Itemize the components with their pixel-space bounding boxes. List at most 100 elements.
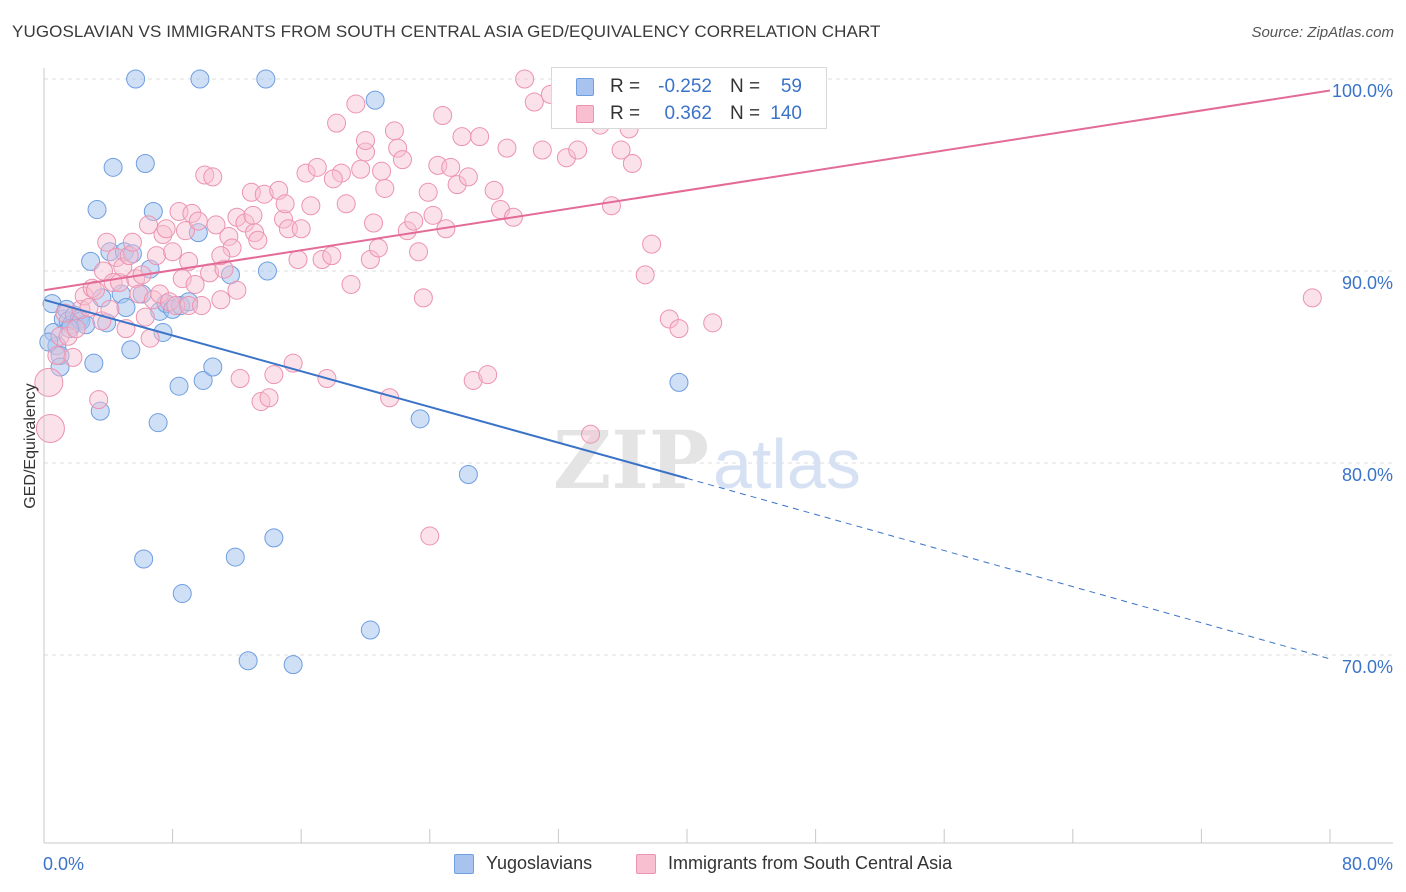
yugoslavian-point — [60, 319, 80, 339]
yugoslavian-trendline-extension — [686, 477, 1331, 660]
legend-swatch-blue — [576, 78, 594, 96]
r-label: R = — [610, 103, 641, 124]
immigrant-point — [392, 150, 412, 170]
immigrant-trendline — [43, 89, 1331, 292]
yugoslavian-point — [87, 200, 107, 220]
legend-swatch-blue — [454, 854, 474, 874]
immigrant-point — [248, 230, 268, 250]
immigrant-point — [85, 280, 105, 300]
yugoslavian-point — [365, 90, 385, 110]
y-axis-label: GED/Equivalency — [22, 383, 39, 509]
stats-legend-row-immigrants: R = 0.362 N = 140 — [552, 101, 826, 127]
yugoslavian-point — [103, 157, 123, 177]
n-value: 140 — [770, 103, 802, 124]
immigrant-point — [351, 159, 371, 179]
immigrant-point — [336, 194, 356, 214]
immigrant-point — [368, 238, 388, 258]
yugoslavian-point — [257, 261, 277, 281]
legend-swatch-pink — [636, 854, 656, 874]
immigrant-point — [532, 140, 552, 160]
immigrant-point — [356, 130, 375, 150]
immigrant-point — [1302, 288, 1322, 308]
immigrant-point — [327, 113, 347, 133]
immigrant-point — [129, 284, 149, 304]
n-value: 59 — [780, 76, 802, 97]
immigrant-point — [622, 153, 642, 173]
immigrant-point — [478, 365, 498, 385]
immigrant-point — [447, 175, 467, 195]
chart-title: YUGOSLAVIAN VS IMMIGRANTS FROM SOUTH CEN… — [12, 22, 881, 41]
immigrant-point — [58, 326, 78, 346]
series-legend: Yugoslavians Immigrants from South Centr… — [0, 852, 1406, 876]
immigrant-point — [275, 194, 295, 214]
immigrant-point — [458, 167, 478, 187]
immigrant-point — [409, 242, 429, 262]
y-axis-label-wrap: GED/Equivalency — [18, 300, 44, 600]
immigrant-point — [463, 370, 483, 390]
immigrant-point — [150, 284, 170, 304]
immigrant-point — [188, 211, 208, 231]
immigrant-point — [703, 313, 723, 333]
immigrant-point — [470, 127, 490, 147]
immigrant-point — [497, 138, 517, 158]
immigrant-point — [245, 223, 265, 243]
immigrant-point — [635, 265, 655, 285]
yugoslavian-point — [238, 651, 258, 671]
immigrant-point — [222, 238, 242, 258]
immigrant-point — [50, 326, 70, 346]
yugoslavian-point — [458, 465, 478, 485]
yugoslavian-point — [360, 620, 380, 640]
yugoslavian-point — [264, 528, 284, 548]
immigrant-point — [89, 390, 109, 410]
immigrant-point — [423, 205, 443, 225]
immigrant-point — [163, 242, 183, 262]
yugoslavian-point — [84, 353, 104, 373]
points-layer — [34, 69, 1322, 675]
immigrant-point — [156, 219, 176, 239]
immigrant-point — [372, 161, 392, 181]
yugoslavian-point — [135, 153, 155, 173]
r-value: -0.252 — [658, 76, 712, 97]
immigrant-point — [192, 296, 212, 316]
immigrant-point — [243, 205, 263, 225]
immigrant-point — [147, 246, 167, 266]
immigrant-point — [97, 232, 117, 252]
immigrant-point — [179, 251, 199, 271]
immigrant-point — [322, 246, 342, 266]
immigrant-point — [35, 413, 65, 443]
yugoslavian-point — [122, 244, 142, 264]
y-tick-label: 100.0% — [1332, 81, 1393, 101]
immigrant-point — [230, 369, 250, 389]
immigrant-point — [259, 388, 279, 408]
immigrant-point — [122, 232, 142, 252]
immigrant-point — [384, 121, 404, 141]
immigrant-point — [55, 303, 75, 323]
immigrant-point — [264, 365, 284, 385]
immigrant-point — [669, 319, 689, 339]
stats-legend-row-yugoslavians: R = -0.252 N = 59 — [552, 74, 826, 100]
immigrant-point — [153, 225, 173, 245]
yugoslavian-point — [169, 376, 189, 396]
immigrant-point — [360, 249, 380, 269]
immigrant-point — [433, 105, 453, 125]
immigrant-point — [312, 249, 332, 269]
immigrant-point — [219, 226, 239, 246]
immigrant-point — [34, 367, 64, 397]
n-label: N = — [730, 76, 761, 97]
immigrant-point — [182, 203, 202, 223]
immigrant-point — [364, 213, 384, 233]
immigrant-point — [413, 288, 433, 308]
immigrant-point — [346, 94, 366, 114]
yugoslavian-point — [669, 372, 689, 392]
y-tick-label: 90.0% — [1342, 273, 1393, 293]
immigrant-point — [323, 169, 343, 189]
immigrant-point — [288, 249, 308, 269]
immigrant-point — [113, 257, 133, 277]
y-tick-label: 70.0% — [1342, 657, 1393, 677]
n-label: N = — [730, 103, 761, 124]
grid-layer — [44, 78, 1395, 656]
immigrant-point — [307, 157, 327, 177]
immigrant-point — [138, 215, 158, 235]
legend-label: Immigrants from South Central Asia — [668, 853, 953, 873]
immigrant-point — [227, 280, 247, 300]
